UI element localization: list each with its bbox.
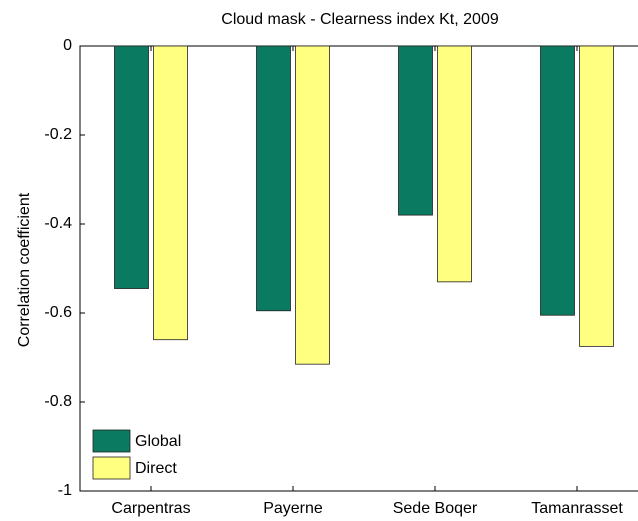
y-tick-label: -0.2 [44,126,72,143]
bar [256,45,291,312]
y-tick-label: -1 [58,482,72,499]
bar [153,45,188,341]
legend-swatch [92,456,131,480]
y-tick-label: -0.4 [44,215,72,232]
x-tick-label: Payerne [263,500,323,517]
y-tick-label: 0 [63,37,72,54]
x-tick-label: Sede Boqer [393,500,478,517]
legend-label: Direct [135,460,177,477]
legend-label: Global [135,433,181,450]
bar [295,45,330,365]
y-axis-label: Correlation coefficient [16,192,33,347]
bar [114,45,149,289]
bar [540,45,575,316]
bar [437,45,472,283]
y-tick-label: -0.6 [44,304,72,321]
legend-swatch [92,429,131,453]
bar [579,45,614,347]
y-tick-label: -0.8 [44,393,72,410]
x-tick-label: Carpentras [111,500,190,517]
bar [398,45,433,216]
chart-title: Cloud mask - Clearness index Kt, 2009 [221,11,499,28]
x-tick-label: Tamanrasset [531,500,623,517]
